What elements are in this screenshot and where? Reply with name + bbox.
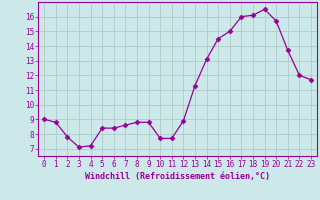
X-axis label: Windchill (Refroidissement éolien,°C): Windchill (Refroidissement éolien,°C): [85, 172, 270, 181]
